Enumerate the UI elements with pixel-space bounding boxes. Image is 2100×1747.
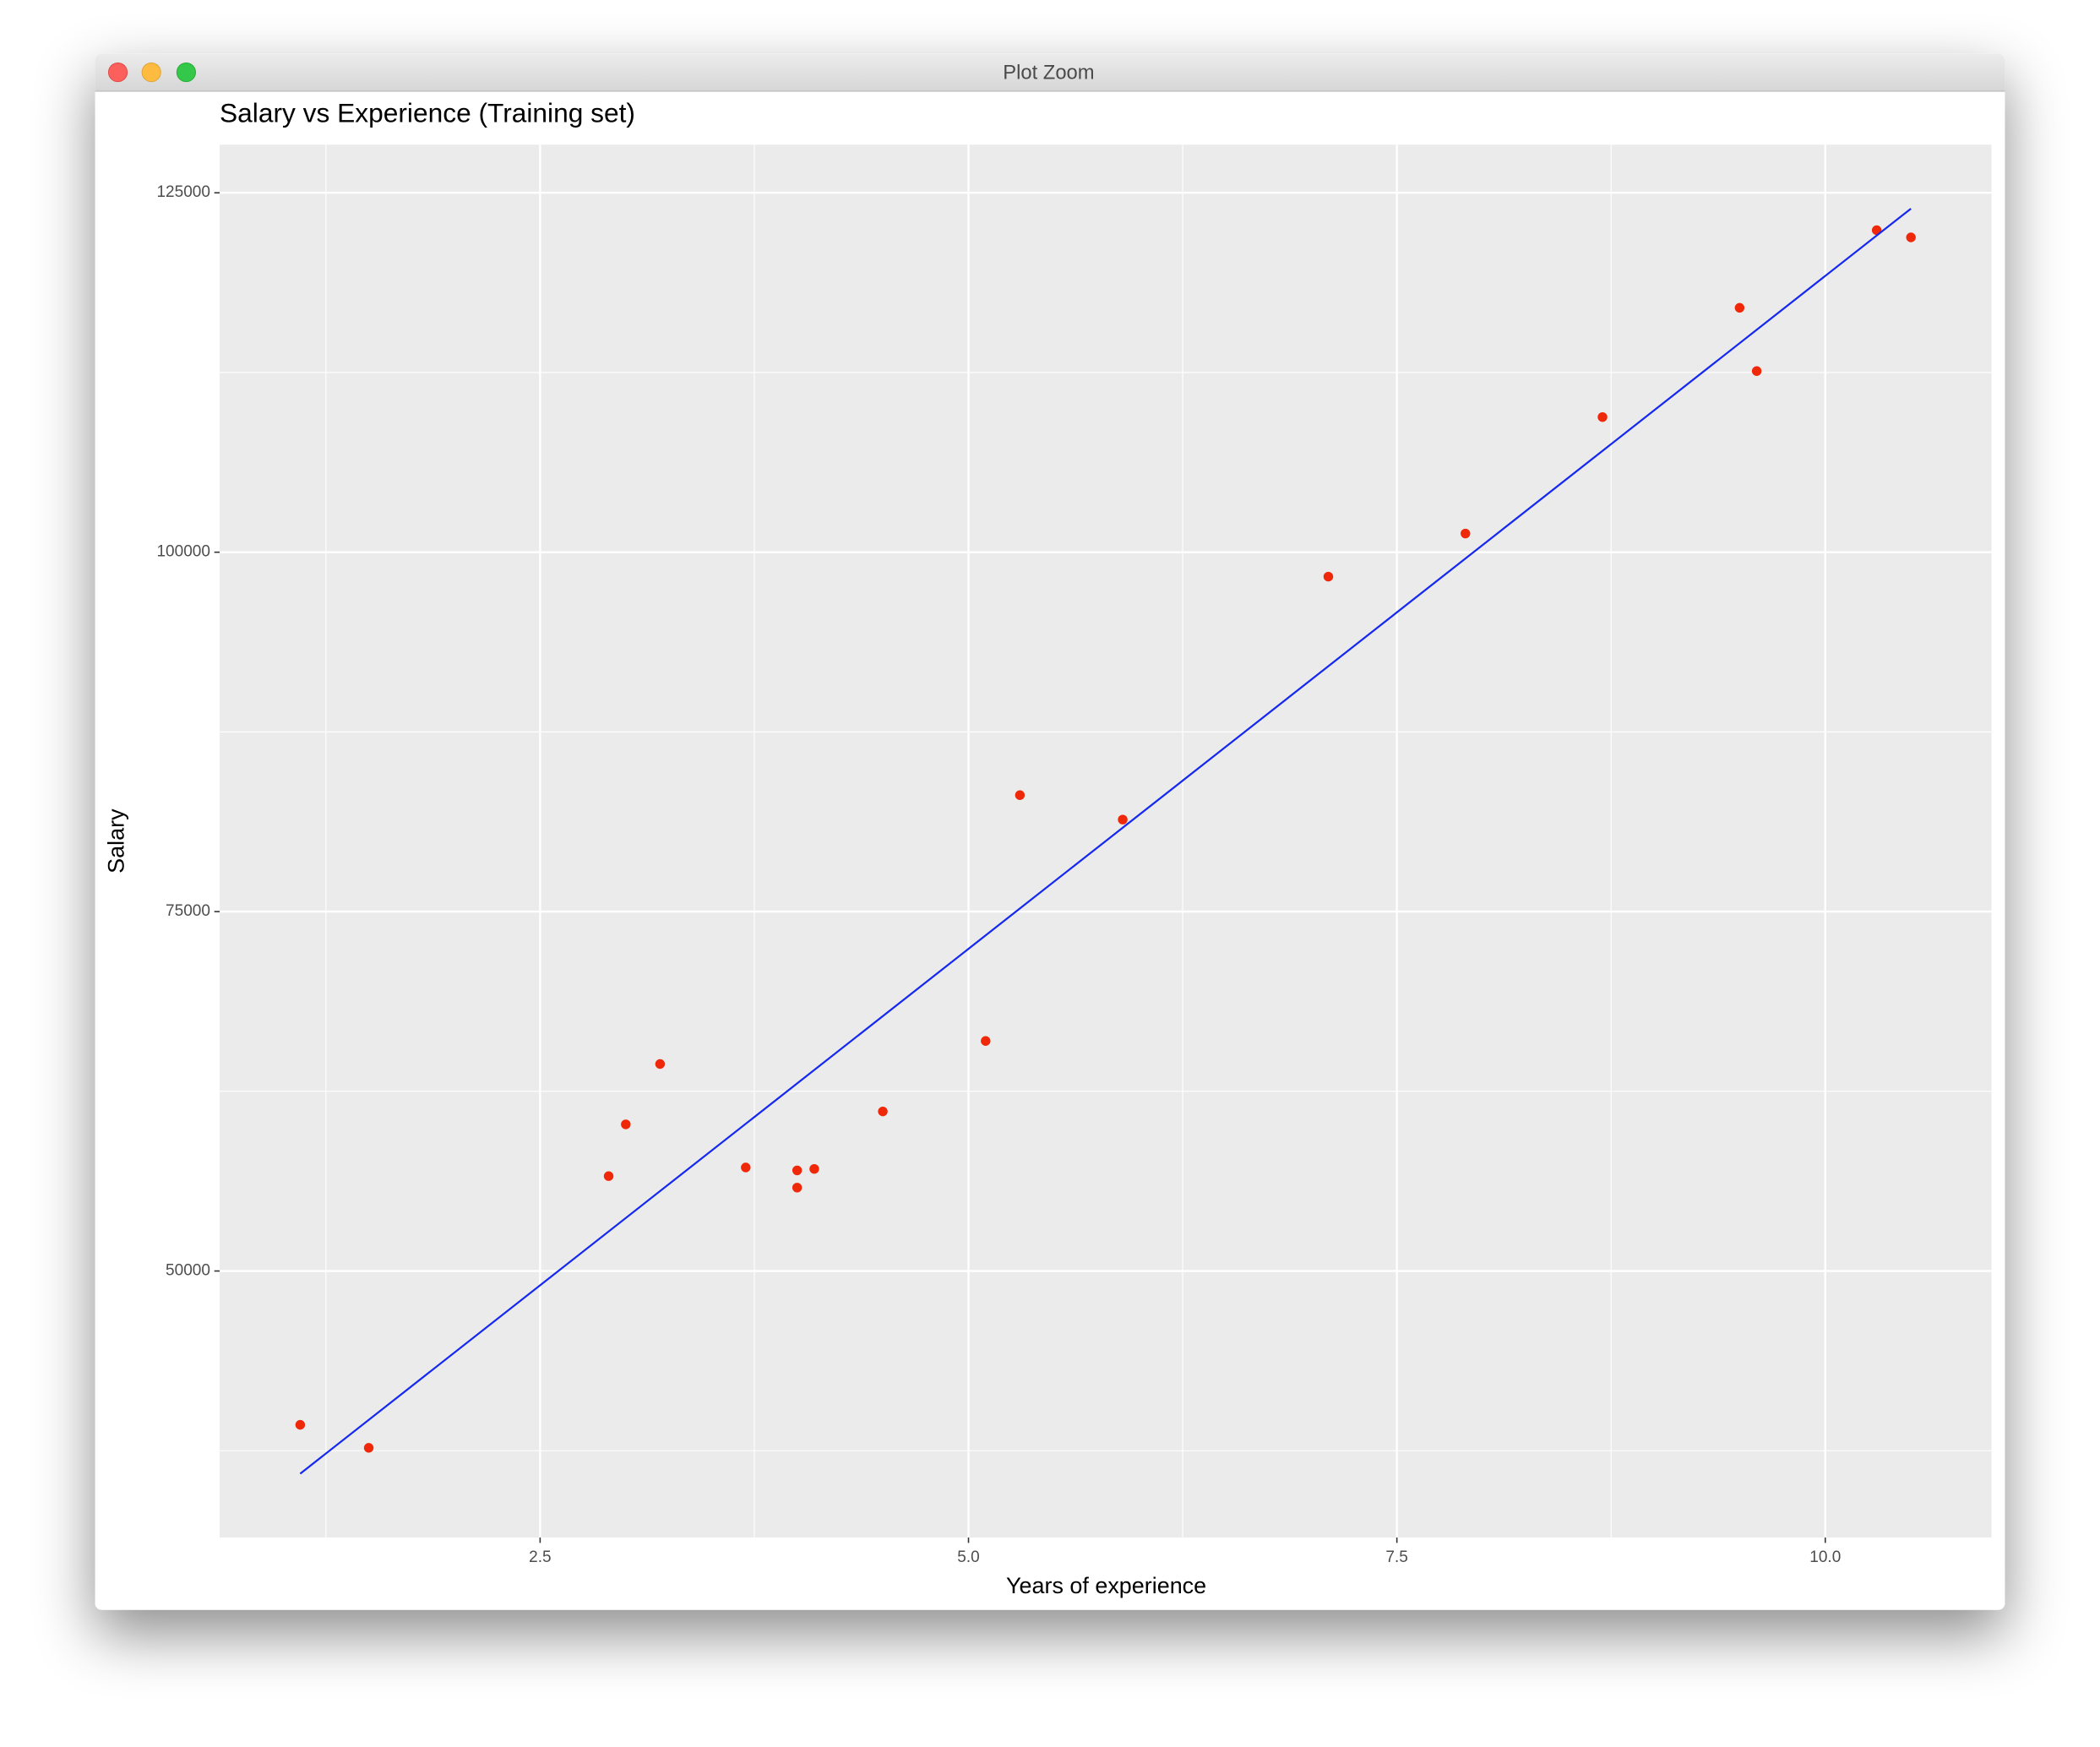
x-tick-label: 7.5 [1385,1548,1407,1566]
y-axis-label: Salary [104,808,129,874]
point [981,1036,991,1046]
minimize-button[interactable] [141,63,161,83]
chart-title: Salary vs Experience (Training set) [220,98,635,128]
title-bar [95,53,2005,91]
point [621,1119,631,1129]
y-tick-label: 50000 [166,1262,210,1280]
y-tick-label: 75000 [166,902,210,920]
zoom-button[interactable] [176,63,196,83]
point [655,1059,666,1069]
point [792,1165,802,1176]
x-tick-label: 2.5 [529,1548,551,1566]
point [295,1419,306,1430]
point [741,1162,751,1173]
point [603,1171,614,1181]
point [1118,814,1128,825]
point [878,1106,888,1117]
x-tick-label: 10.0 [1809,1548,1841,1566]
point [1323,571,1334,582]
point [1597,411,1608,422]
point [1751,366,1762,376]
y-tick-label: 125000 [156,183,209,201]
point [1734,302,1745,313]
point [1906,232,1916,242]
plot: 2.5 5.0 7.5 10.0 50000 75000 100000 125000 [156,144,1992,1566]
point [1015,790,1026,800]
point [792,1183,802,1193]
x-axis-label: Years of experience [1006,1573,1206,1598]
window-title: Plot Zoom [1003,61,1094,84]
x-tick-label: 5.0 [957,1548,979,1566]
point [363,1443,374,1453]
y-tick-label: 100000 [156,543,209,561]
point [1461,528,1471,539]
close-button[interactable] [107,63,128,83]
point [809,1164,819,1174]
regression-line [299,208,1912,1475]
